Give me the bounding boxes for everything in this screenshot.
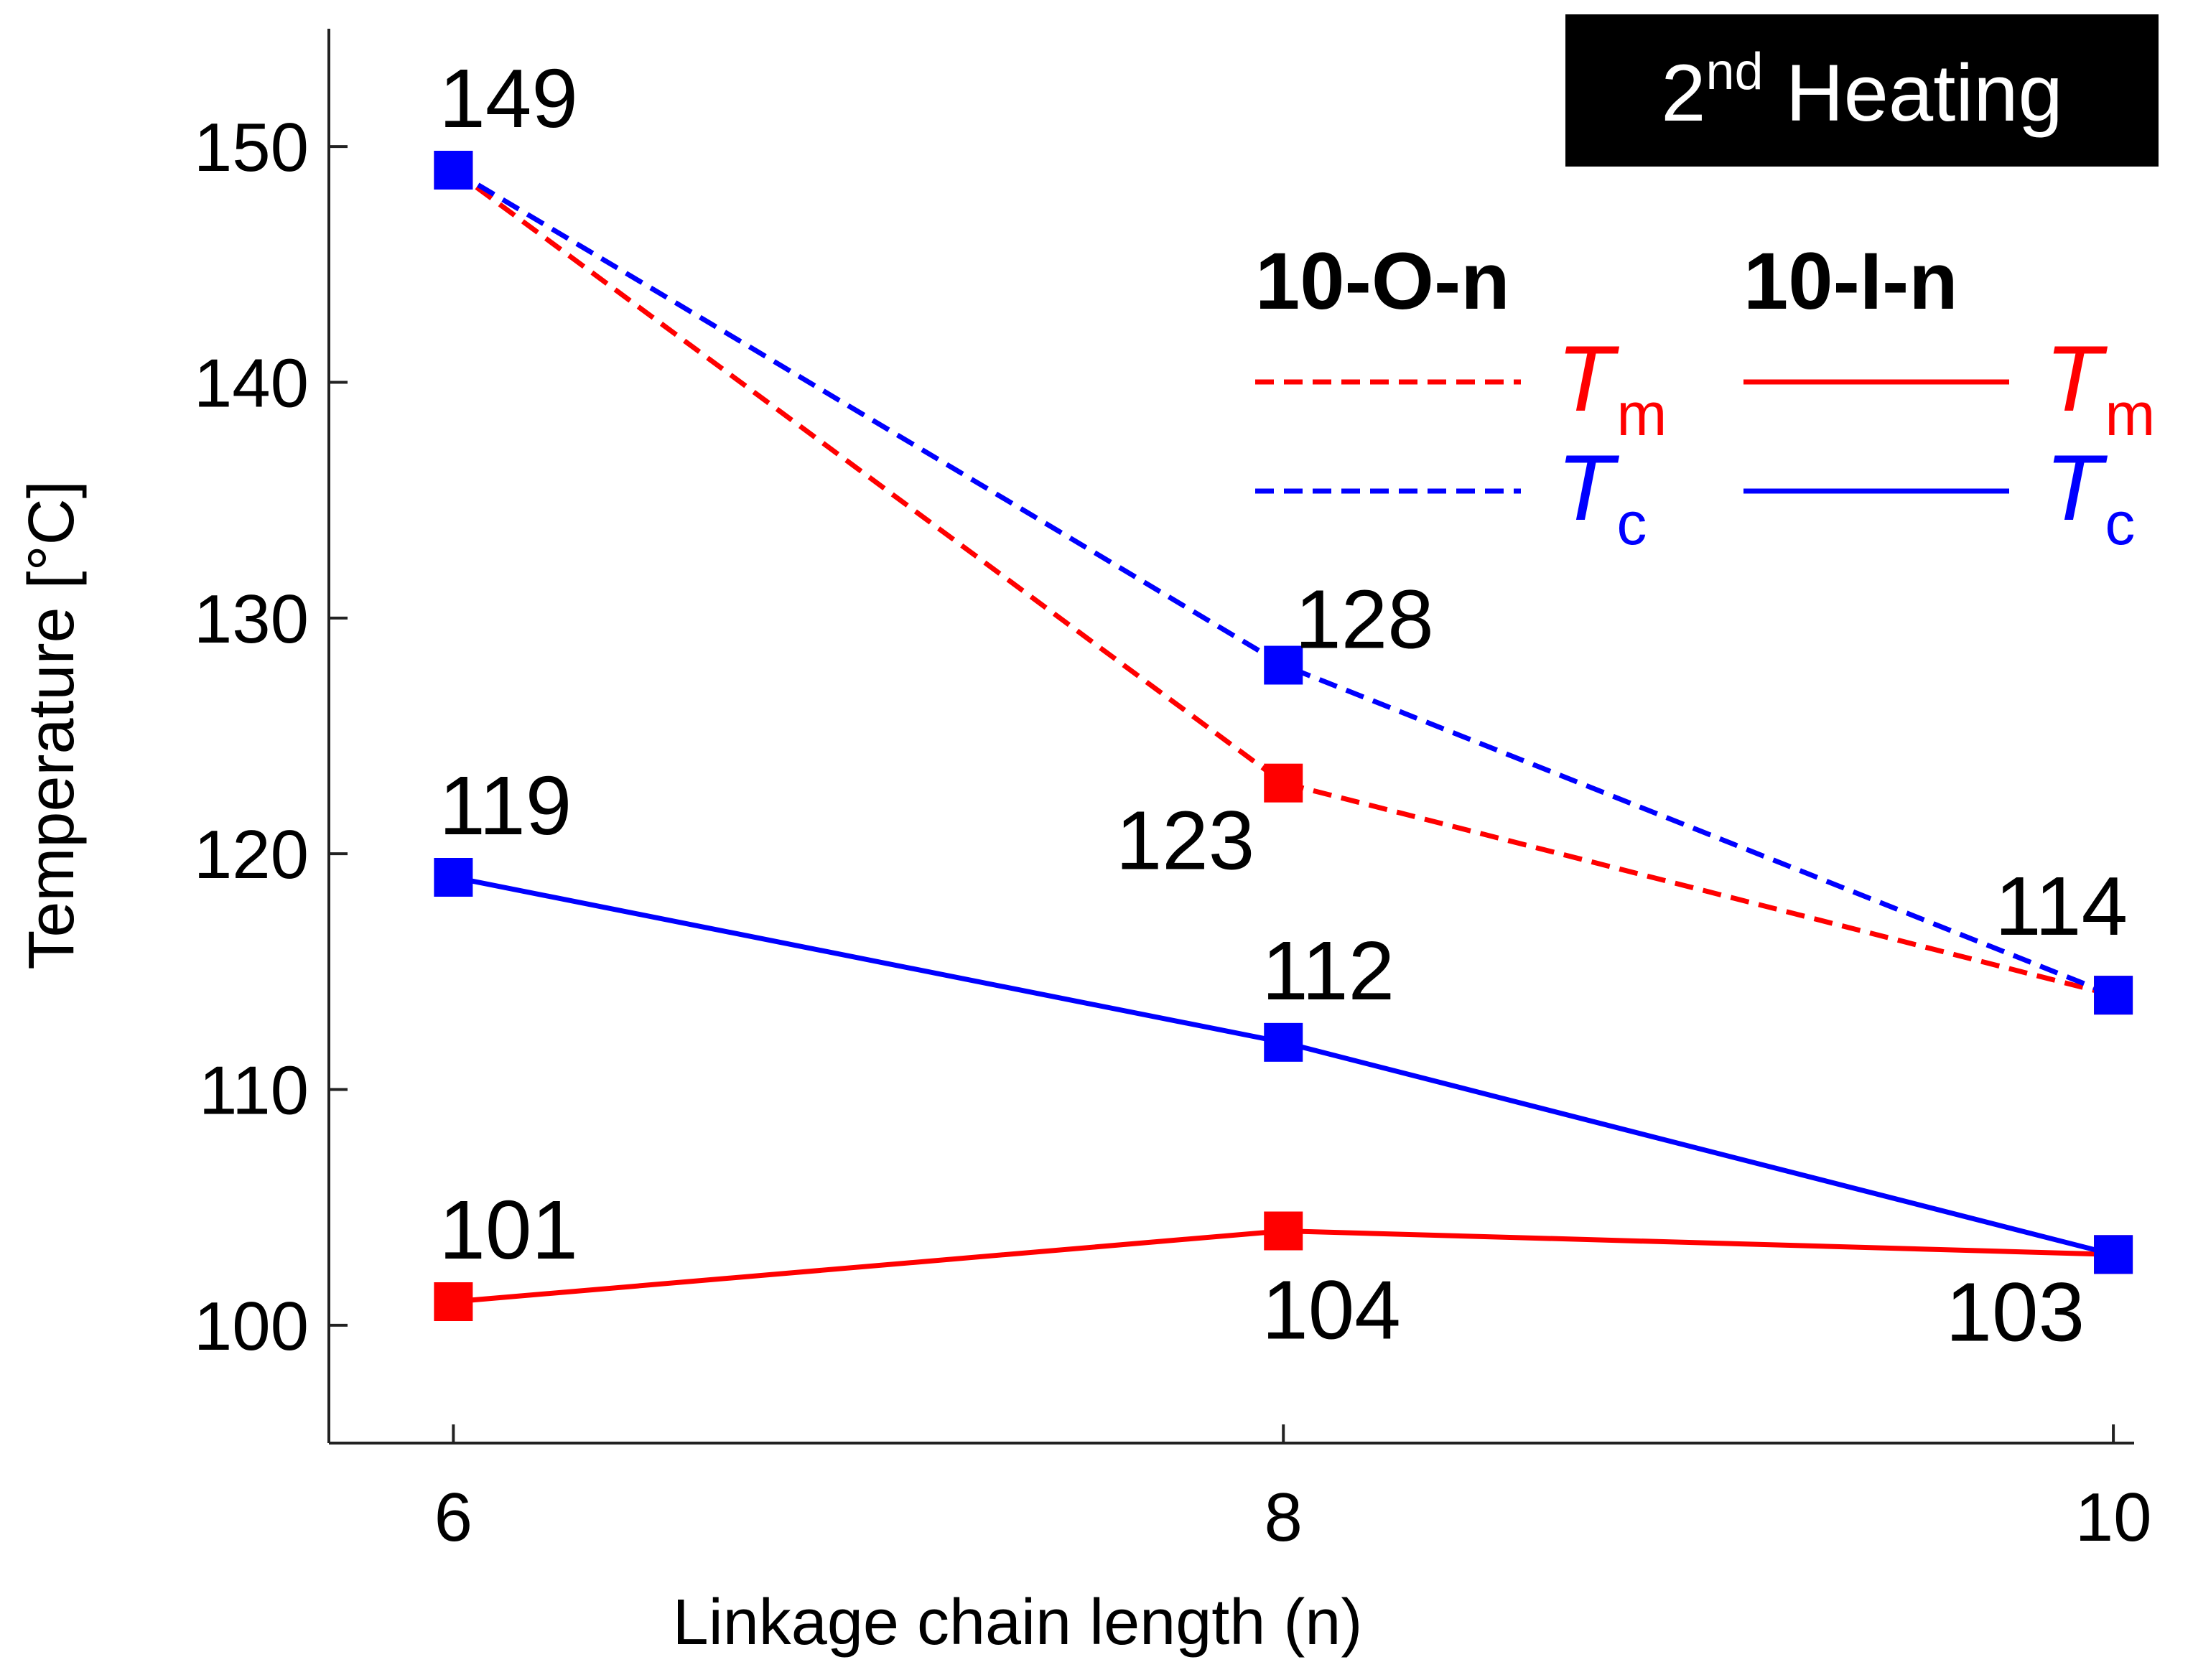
data-point: [434, 858, 473, 897]
data-point: [434, 151, 473, 190]
markers-10-I-n-Tc: [434, 858, 2133, 1274]
markers-10-O-n-Tc: [434, 151, 2133, 1015]
data-label: 119: [439, 759, 572, 852]
legend-group-title: 10-O-n: [1255, 236, 1510, 326]
data-label: 112: [1262, 924, 1395, 1017]
x-axis-label: Linkage chain length (n): [673, 1587, 1363, 1658]
data-point: [1264, 763, 1303, 803]
data-label: 149: [439, 52, 578, 145]
legend-label: Tc: [2045, 435, 2135, 557]
y-tick-label: 140: [194, 345, 309, 422]
y-tick-label: 110: [199, 1053, 309, 1129]
x-tick-label: 6: [434, 1479, 472, 1556]
data-point: [1264, 1211, 1303, 1251]
x-tick-label: 10: [2075, 1479, 2152, 1556]
y-tick-label: 130: [194, 581, 309, 658]
title-background: [1565, 14, 2159, 167]
data-label: 101: [439, 1183, 578, 1277]
data-label: 128: [1295, 573, 1434, 666]
chart-title: 2nd Heating: [1661, 43, 2063, 138]
data-label: 123: [1116, 794, 1255, 887]
data-labels: 123 149 128 114 101 104 103 119 112: [439, 52, 2128, 1358]
y-tick-label: 150: [194, 109, 309, 186]
y-tick-label: 120: [194, 816, 309, 893]
data-point: [1264, 645, 1303, 685]
data-label: 103: [1946, 1265, 2085, 1358]
series-layer: [434, 151, 2133, 1321]
data-point: [1264, 1022, 1303, 1062]
y-tick-label: 100: [194, 1288, 309, 1365]
data-point: [2094, 976, 2133, 1015]
axes: 100 110 120 130 140 150 6 8 10: [194, 29, 2152, 1556]
data-point: [434, 1282, 473, 1321]
legend-label: Tc: [1557, 435, 1647, 557]
legend-label: Tm: [2045, 326, 2155, 448]
legend-label: Tm: [1557, 326, 1667, 448]
y-axis-label: Temperature [°C]: [16, 480, 88, 969]
markers-10-I-n-Tm: [434, 1211, 2133, 1321]
data-label: 114: [1995, 859, 2128, 953]
data-label: 104: [1262, 1264, 1401, 1357]
data-point: [2094, 1235, 2133, 1274]
title-box: 2nd Heating: [1565, 14, 2159, 167]
x-tick-label: 8: [1265, 1479, 1303, 1556]
legend-group-title: 10-I-n: [1743, 236, 1958, 326]
